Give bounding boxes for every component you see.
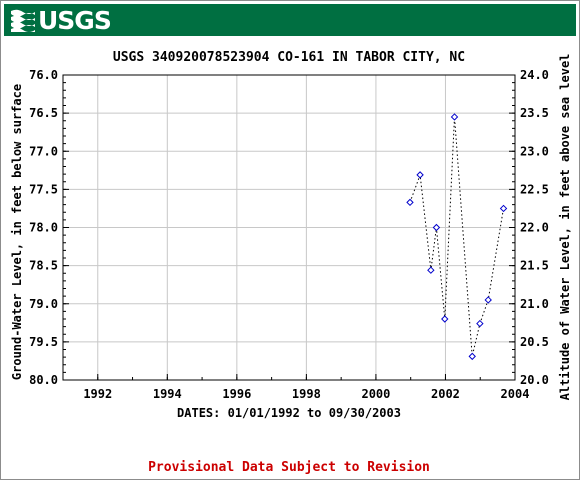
- y-left-tick-label: 78.5: [29, 259, 58, 273]
- data-point-marker: [468, 352, 476, 361]
- data-point-marker: [484, 296, 492, 304]
- y-left-tick-labels: 76.0 76.5 77.0 77.5 78.0 78.5 79.0 79.5 80.0: [29, 68, 58, 387]
- x-tick-label: 1996: [222, 387, 251, 401]
- y-right-tick-labels: 24.0 23.5 23.0 22.5 22.0 21.5 21.0 20.5 20.0: [520, 68, 549, 387]
- data-point-marker: [432, 223, 441, 232]
- y-right-tick-label: 23.5: [520, 106, 549, 120]
- provisional-data-note: Provisional Data Subject to Revision: [148, 460, 430, 475]
- y-left-axis-label: Ground-Water Level, in feet below surfac…: [10, 84, 24, 380]
- usgs-logo-text: USGS: [38, 5, 112, 35]
- y-left-tick-label: 79.0: [29, 297, 58, 311]
- data-point-marker: [476, 319, 484, 328]
- y-right-axis-label: Altitude of Water Level, in feet above s…: [558, 54, 572, 401]
- y-right-tick-label: 24.0: [520, 68, 549, 82]
- x-tick-label: 1994: [153, 387, 182, 401]
- x-axis-label: DATES: 01/01/1992 to 09/30/2003: [177, 406, 401, 420]
- usgs-banner: USGS: [4, 4, 576, 36]
- y-left-tick-label: 76.0: [29, 68, 58, 82]
- y-right-tick-label: 22.0: [520, 221, 549, 235]
- y-right-tick-label: 21.5: [520, 259, 549, 273]
- x-tick-label: 1992: [83, 387, 112, 401]
- data-point-marker: [450, 113, 459, 121]
- data-point-marker: [406, 198, 414, 207]
- y-right-tick-label: 20.5: [520, 335, 549, 349]
- usgs-logo: USGS: [10, 5, 112, 35]
- data-point-marker: [416, 171, 424, 179]
- x-tick-label: 2004: [501, 387, 530, 401]
- y-right-tick-label: 20.0: [520, 373, 549, 387]
- data-point-marker: [427, 266, 435, 274]
- y-left-tick-label: 78.0: [29, 221, 58, 235]
- y-right-tick-label: 23.0: [520, 144, 549, 158]
- y-left-tick-label: 77.0: [29, 144, 58, 158]
- y-right-tick-label: 22.5: [520, 182, 549, 196]
- data-point-marker: [499, 204, 508, 213]
- y-left-tick-label: 76.5: [29, 106, 58, 120]
- chart-grid: [63, 75, 515, 380]
- x-tick-labels: 1992 1994 1996 1998 2000 2002 2004: [83, 387, 529, 401]
- x-tick-label: 2000: [361, 387, 390, 401]
- chart-title: USGS 340920078523904 CO-161 IN TABOR CIT…: [113, 50, 465, 65]
- y-right-tick-label: 21.0: [520, 297, 549, 311]
- y-left-tick-label: 79.5: [29, 335, 58, 349]
- y-left-tick-label: 80.0: [29, 373, 58, 387]
- tick-marks: [62, 74, 516, 381]
- usgs-wave-icon: [11, 9, 35, 32]
- series-dotted-line: [409, 116, 504, 357]
- x-tick-label: 2002: [431, 387, 460, 401]
- x-tick-label: 1998: [292, 387, 321, 401]
- y-left-tick-label: 77.5: [29, 182, 58, 196]
- data-point-marker: [441, 315, 449, 323]
- data-points: [406, 113, 508, 361]
